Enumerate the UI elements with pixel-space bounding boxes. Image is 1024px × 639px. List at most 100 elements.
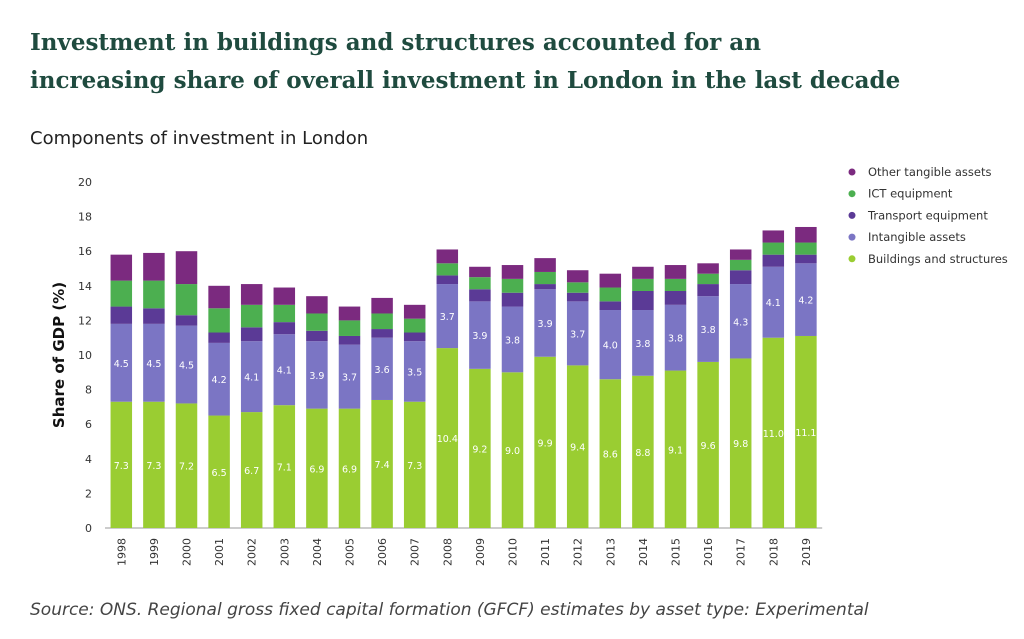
data-label: 3.9 <box>538 319 553 330</box>
bar-segment <box>110 280 133 307</box>
bar-segment <box>306 313 328 331</box>
legend-marker <box>848 211 856 219</box>
x-tick-label: 2012 <box>572 538 585 566</box>
bar-segment <box>632 278 654 291</box>
bar-segment <box>729 270 752 285</box>
bar-segment <box>469 277 491 290</box>
data-label: 3.7 <box>342 373 357 384</box>
bar-segment <box>664 290 687 305</box>
x-tick-label: 1998 <box>115 538 128 566</box>
chart-title: Components of investment in London <box>30 128 369 149</box>
bar-segment <box>762 254 785 267</box>
y-tick-label: 8 <box>85 384 92 397</box>
bar-segment <box>697 284 719 297</box>
bar-segment <box>534 289 556 357</box>
bar-segment <box>240 412 263 528</box>
data-label: 3.9 <box>309 371 324 382</box>
bar-segment <box>403 318 426 333</box>
bar-segment <box>534 356 556 528</box>
data-label: 11.1 <box>795 428 816 439</box>
y-tick-label: 16 <box>78 245 92 258</box>
bar-segment <box>729 249 752 260</box>
data-label: 3.8 <box>701 325 716 336</box>
bar-segment <box>208 342 230 416</box>
bar-segment <box>795 242 817 255</box>
bar-segment <box>306 296 328 314</box>
data-label: 9.4 <box>570 443 585 454</box>
x-tick-label: 2017 <box>735 538 748 566</box>
bar-segment <box>534 271 556 285</box>
headline-line-1: Investment in buildings and structures a… <box>30 29 761 56</box>
data-label: 9.9 <box>538 438 553 449</box>
legend: Other tangible assets ICT equipment Transp… <box>848 165 1008 266</box>
headline: Investment in buildings and structures a… <box>30 24 1010 100</box>
bar-segment <box>403 401 426 528</box>
bar-segment <box>599 379 622 528</box>
bar-segment <box>501 306 524 373</box>
bar-segment <box>632 266 654 279</box>
bar-segment <box>697 361 719 528</box>
y-tick-label: 10 <box>78 349 92 362</box>
data-label: 3.7 <box>570 329 585 340</box>
bar-segment <box>175 251 198 285</box>
bar-segment <box>599 273 622 288</box>
data-label: 7.1 <box>277 463 292 474</box>
bar-segment <box>306 330 328 342</box>
bar-segment <box>371 337 393 400</box>
data-label: 4.2 <box>212 375 227 386</box>
data-label: 8.8 <box>635 448 650 459</box>
data-label: 7.3 <box>407 461 422 472</box>
bar-segment <box>110 401 133 528</box>
legend-marker <box>848 255 856 263</box>
bar-segment <box>632 290 654 311</box>
bar-segment <box>371 329 393 338</box>
data-label: 10.4 <box>437 434 458 445</box>
data-label: 9.2 <box>472 444 487 455</box>
bar-segment <box>208 308 230 333</box>
bar-segment <box>664 278 687 291</box>
data-label: 4.5 <box>146 359 161 370</box>
bar-segment <box>143 401 165 528</box>
x-tick-label: 2002 <box>246 538 259 566</box>
data-label: 3.8 <box>668 334 683 345</box>
bar-segment <box>240 341 263 413</box>
bar-segment <box>762 266 785 338</box>
bar-segment <box>534 284 556 290</box>
bar-segment <box>240 284 263 305</box>
bar-segment <box>566 365 589 528</box>
x-tick-label: 2015 <box>670 538 683 566</box>
data-label: 4.5 <box>114 359 129 370</box>
bar-segment <box>436 284 459 349</box>
bar-segment <box>208 332 230 343</box>
bar-segment <box>338 306 361 321</box>
y-tick-label: 12 <box>78 314 92 327</box>
bar-segment <box>436 275 459 285</box>
bar-segment <box>143 252 165 281</box>
x-tick-label: 2011 <box>539 538 552 566</box>
bar-segment <box>729 259 752 271</box>
bar-segment <box>273 304 296 323</box>
bar-segment <box>208 415 230 528</box>
bar-segment <box>632 375 654 528</box>
y-axis-label: Share of GDP (%) <box>50 282 68 428</box>
data-label: 7.4 <box>375 460 390 471</box>
stacked-bar-chart: 0 2 4 6 8 10 12 14 16 18 20 7.3 4.5 7.3 4.5 7.2 4.5 6.5 4… <box>50 165 1008 566</box>
bar-segment <box>436 348 459 528</box>
bar-segment <box>599 287 622 302</box>
legend-label: Buildings and structures <box>868 252 1008 266</box>
bar-segment <box>240 327 263 342</box>
bar-segment <box>371 399 393 528</box>
bar-segment <box>632 310 654 376</box>
data-label: 3.6 <box>375 365 390 376</box>
x-tick-label: 2016 <box>702 538 715 566</box>
bar-segment <box>436 249 459 264</box>
bar-segment <box>664 304 687 371</box>
bar-segment <box>795 335 817 528</box>
x-tick-label: 2003 <box>278 538 291 566</box>
x-tick-label: 2006 <box>376 538 389 566</box>
bar-segment <box>762 242 785 255</box>
bar-segment <box>501 372 524 528</box>
data-label: 4.5 <box>179 361 194 372</box>
data-label: 3.5 <box>407 367 422 378</box>
bar-segment <box>338 335 361 345</box>
